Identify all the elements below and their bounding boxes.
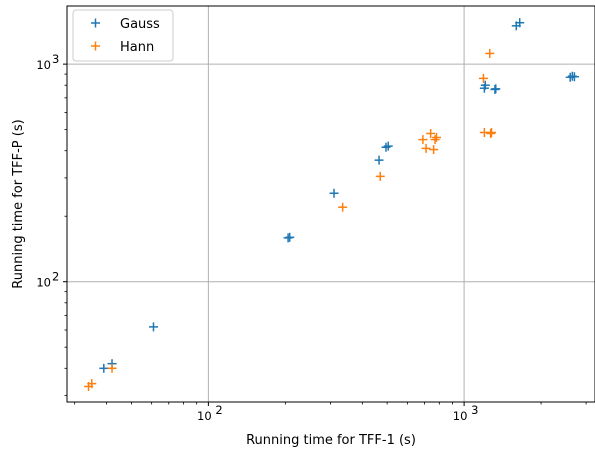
x-tick-label: 10	[453, 409, 468, 423]
data-point	[487, 128, 497, 138]
data-point	[430, 135, 440, 145]
y-axis-title: Running time for TFF-P (s)	[11, 119, 26, 288]
data-point	[418, 135, 428, 145]
y-tick-label-exponent: 3	[52, 52, 59, 66]
legend-label: Gauss	[120, 17, 160, 32]
data-point	[329, 188, 339, 198]
legend-entry-hann: Hann	[91, 40, 154, 55]
series-gauss	[99, 18, 579, 373]
data-point	[381, 142, 391, 152]
data-point	[485, 48, 495, 58]
y-tick-label-exponent: 2	[52, 270, 59, 284]
data-point	[375, 171, 385, 181]
data-point	[486, 128, 496, 138]
x-tick-label: 10	[197, 409, 212, 423]
data-point	[338, 202, 348, 212]
axis-ticks: 10 2 10 310 210 3	[36, 52, 587, 423]
data-point	[478, 73, 488, 83]
data-point	[426, 128, 436, 138]
y-tick-label: 10	[36, 276, 51, 290]
x-axis-title: Running time for TFF-1 (s)	[246, 433, 416, 448]
legend-entry-gauss: Gauss	[91, 17, 160, 32]
data-points	[84, 18, 579, 391]
plot-frame	[66, 5, 595, 403]
data-point	[421, 143, 431, 153]
grid-lines	[67, 6, 595, 402]
data-point	[374, 155, 384, 165]
data-point	[285, 232, 295, 242]
legend-items: Gauss Hann	[91, 17, 160, 55]
data-point	[99, 363, 109, 373]
legend-label: Hann	[120, 40, 154, 55]
y-tick-label: 10	[36, 58, 51, 72]
data-point	[491, 84, 501, 94]
x-tick-label-exponent: 2	[215, 403, 222, 417]
data-point	[148, 322, 158, 332]
data-point	[515, 18, 525, 28]
data-point	[432, 133, 442, 143]
data-point	[569, 72, 579, 82]
legend: Gauss Hann	[72, 9, 174, 62]
data-point	[429, 145, 439, 155]
data-point	[480, 80, 490, 90]
data-point	[87, 379, 97, 389]
data-point	[107, 363, 117, 373]
data-point	[383, 141, 393, 151]
x-tick-label-exponent: 3	[471, 403, 478, 417]
series-hann	[84, 48, 497, 391]
